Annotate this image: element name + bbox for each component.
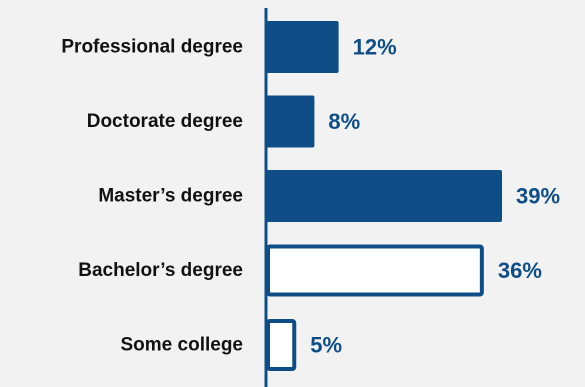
- value-label: 39%: [516, 184, 560, 209]
- value-label: 36%: [498, 258, 542, 283]
- bar-3: [266, 244, 484, 297]
- category-label: Doctorate degree: [87, 111, 243, 132]
- bar-1: [266, 95, 315, 148]
- category-label: Professional degree: [61, 37, 243, 58]
- value-label: 5%: [310, 333, 342, 358]
- category-label: Bachelor’s degree: [78, 260, 243, 281]
- category-label: Master’s degree: [98, 186, 243, 207]
- value-label: 12%: [353, 35, 397, 60]
- bar-2: [266, 170, 502, 222]
- category-label: Some college: [121, 335, 244, 356]
- bar-4: [266, 319, 297, 371]
- bar-0: [266, 21, 339, 73]
- value-label: 8%: [328, 109, 360, 134]
